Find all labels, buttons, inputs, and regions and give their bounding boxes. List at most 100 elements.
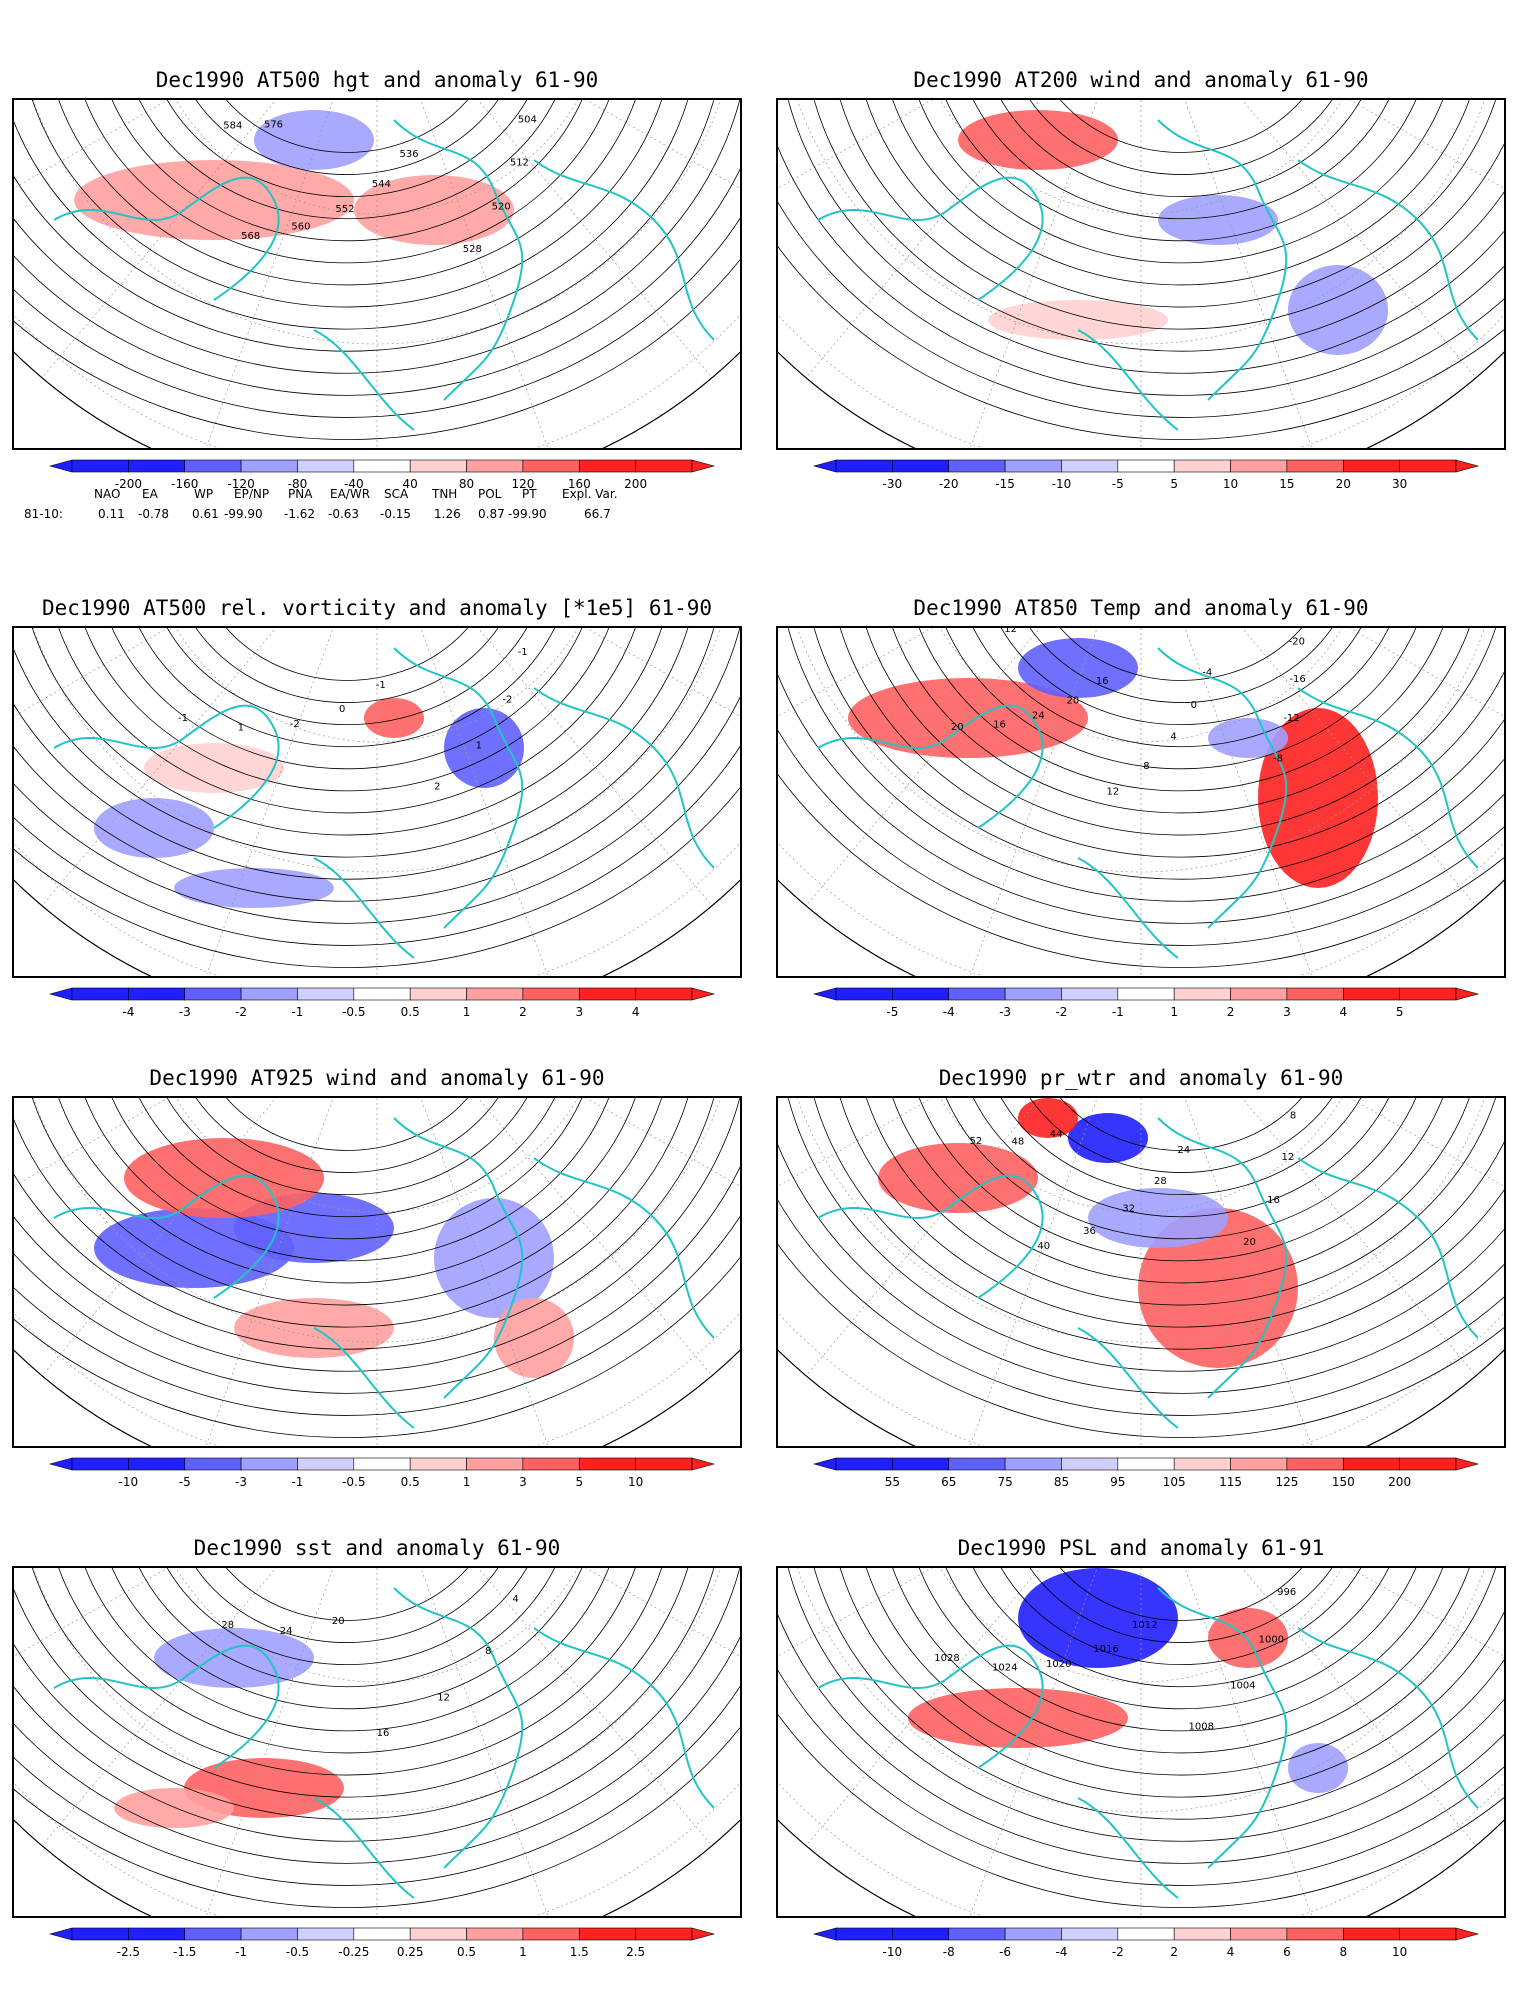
anomaly-shade <box>1158 195 1278 245</box>
contour-line <box>903 1098 1459 1262</box>
colorbar-svg: 55 65 75 85 95 105 115 125 150 200 <box>812 1457 1480 1489</box>
contour-label: 0 <box>1191 700 1197 711</box>
coastline <box>1077 1797 1179 1899</box>
contour-label: 40 <box>1037 1241 1050 1252</box>
colorbar-box <box>635 459 693 473</box>
colorbar: -2.5 -1.5 -1 -0.5 -0.25 0.25 0.5 1 1.5 2.5 <box>12 1922 742 1972</box>
latitude-gridline <box>778 1568 1504 1813</box>
coastline <box>313 857 415 959</box>
anomaly-shade <box>988 300 1168 340</box>
colorbar-tick-label: 40 <box>403 477 418 491</box>
contour-label: 1004 <box>1230 1680 1255 1691</box>
contour-line <box>778 100 1504 418</box>
colorbar-box <box>522 1457 580 1471</box>
colorbar-tick-label: 3 <box>519 1475 527 1489</box>
longitude-gridline <box>1140 1098 1320 1446</box>
colorbar-tick-label: 55 <box>885 1475 900 1489</box>
colorbar-tick-label: 2.5 <box>626 1945 645 1959</box>
colorbar-box <box>635 987 693 1001</box>
contour-line <box>14 100 701 330</box>
colorbar-box <box>522 987 580 1001</box>
contour-label: 44 <box>1050 1129 1063 1140</box>
colorbar-tick-label: -80 <box>288 477 308 491</box>
contour-line <box>195 1568 499 1621</box>
colorbar-arrow-right <box>1455 1927 1480 1941</box>
index-value: 0.61 <box>192 507 219 521</box>
coastline <box>313 1797 415 1899</box>
contour-label: 1000 <box>1259 1634 1284 1645</box>
contour-line <box>852 1568 1504 1776</box>
colorbar-tick-label: 65 <box>941 1475 956 1489</box>
colorbar-box <box>184 1457 242 1471</box>
contour-label: 16 <box>377 1728 390 1739</box>
colorbar-tick-label: 15 <box>1279 477 1294 491</box>
contour-line <box>44 100 650 286</box>
contour-line <box>14 1568 701 1798</box>
latitude-gridline <box>14 1568 740 1813</box>
contour-line <box>14 1568 740 1864</box>
anomaly-shade <box>1258 708 1378 888</box>
contour-line <box>14 628 740 946</box>
colorbar-arrow-right <box>1455 1457 1480 1471</box>
longitude-gridline <box>376 1568 740 1708</box>
colorbar-box <box>128 459 186 473</box>
index-header: EA/WR <box>330 487 371 501</box>
index-header: POL <box>478 487 502 501</box>
panel-title: Dec1990 AT925 wind and anomaly 61-90 <box>149 1066 605 1090</box>
contour-line <box>18 628 676 836</box>
colorbar-tick-label: 160 <box>568 477 591 491</box>
contour-line <box>1029 100 1333 153</box>
contour-label: -4 <box>1202 667 1212 678</box>
coastline <box>393 1117 524 1399</box>
contour-line <box>14 1568 726 1820</box>
colorbar-box <box>1173 1927 1231 1941</box>
colorbar-tick-label: 8 <box>1339 1945 1347 1959</box>
coastline <box>53 176 280 301</box>
longitude-gridline <box>198 1568 378 1916</box>
colorbar-tick-label: -3 <box>235 1475 247 1489</box>
colorbar-box <box>1004 1927 1062 1941</box>
contour-label: 1 <box>476 740 482 751</box>
contour-label: 552 <box>335 204 354 215</box>
contour-line <box>778 1098 1504 1438</box>
contour-line <box>778 1568 1504 1864</box>
contour-line <box>903 100 1459 264</box>
contour-line <box>953 628 1409 748</box>
colorbar-box <box>71 459 129 473</box>
colorbar-tick-label: -4 <box>1055 1945 1067 1959</box>
anomaly-shade <box>1088 1188 1228 1248</box>
colorbar-box <box>353 1927 411 1941</box>
contour-label: 544 <box>372 179 391 190</box>
contour-label: -1 <box>376 680 386 691</box>
contour-label: 996 <box>1277 1587 1296 1598</box>
contour-line <box>978 100 1384 198</box>
contour-label: -8 <box>1273 753 1283 764</box>
index-value: 0.87 <box>478 507 505 521</box>
index-header: TNH <box>432 487 458 501</box>
colorbar-tick-label: 80 <box>459 477 474 491</box>
contour-label: 1012 <box>1132 1620 1157 1631</box>
colorbar-svg: -10 -5 -3 -1 -0.5 0.5 1 3 5 10 <box>48 1457 716 1489</box>
contour-line <box>195 100 499 153</box>
index-row-label: 81-10: <box>24 507 63 521</box>
contour-line <box>852 628 1504 836</box>
contour-line <box>802 628 1504 880</box>
colorbar-tick-label: 3 <box>575 1005 583 1019</box>
colorbar-box <box>1004 459 1062 473</box>
coastline <box>533 1157 715 1339</box>
contour-line <box>119 100 575 220</box>
contour-label: 576 <box>264 119 283 130</box>
colorbar-tick-label: 1 <box>519 1945 527 1959</box>
contour-line <box>778 628 1504 924</box>
map-frame: 496504512520528536544552560568576584 <box>12 98 742 450</box>
contour-line <box>69 1568 625 1732</box>
colorbar-box <box>892 1457 950 1471</box>
colorbar-tick-label: 0.25 <box>397 1945 424 1959</box>
index-value: 1.26 <box>434 507 461 521</box>
contour-line <box>778 1098 1504 1416</box>
colorbar: -200 -160 -120 -80 -40 40 80 120 160 200 <box>12 454 742 504</box>
colorbar-box <box>835 459 893 473</box>
contour-line <box>170 100 524 175</box>
colorbar-tick-label: -160 <box>171 477 198 491</box>
colorbar-box <box>240 1457 298 1471</box>
